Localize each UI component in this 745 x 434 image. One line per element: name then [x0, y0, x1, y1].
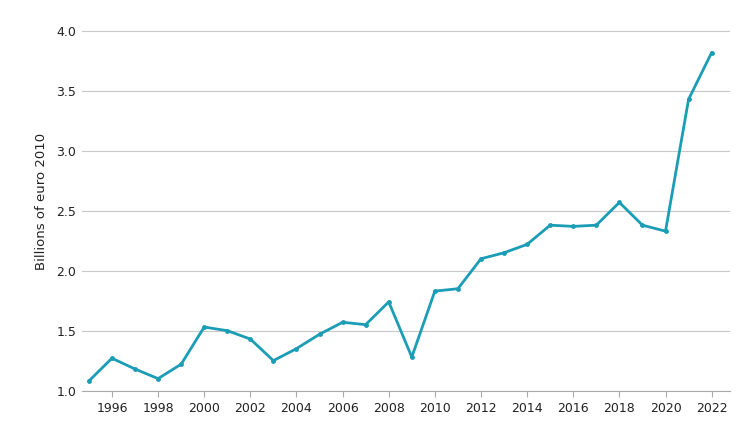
Y-axis label: Billions of euro 2010: Billions of euro 2010	[35, 133, 48, 270]
